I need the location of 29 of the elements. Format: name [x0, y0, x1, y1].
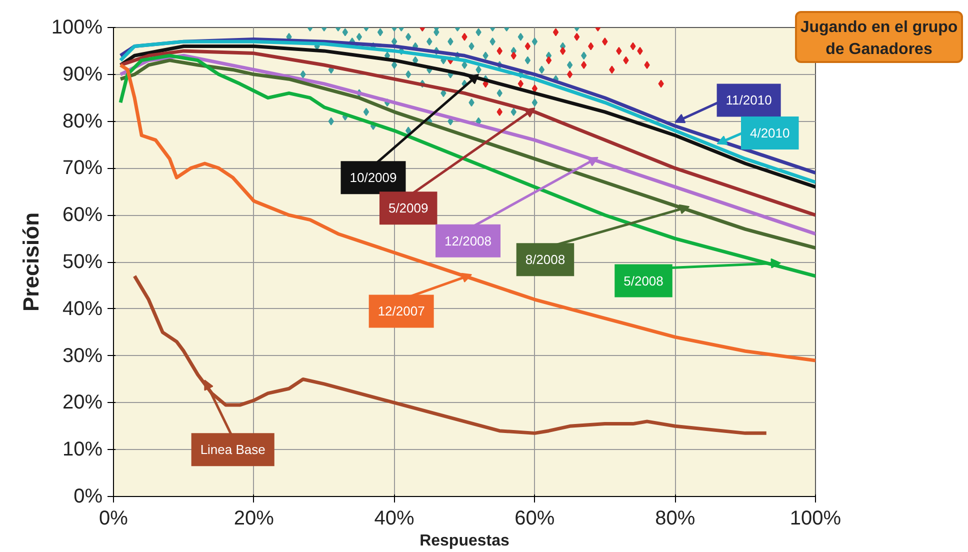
x-tick-label: 20%	[234, 508, 274, 530]
y-tick-label: 70%	[62, 157, 103, 180]
text: 10/2009	[350, 170, 397, 186]
text: Linea Base	[200, 442, 266, 458]
y-tick-label: 20%	[62, 392, 103, 414]
x-axis-title: Respuestas	[420, 532, 510, 550]
text: 5/2009	[388, 200, 428, 216]
text: 12/2008	[444, 233, 492, 248]
y-tick-label: 50%	[62, 251, 103, 273]
y-tick-label: 10%	[62, 438, 103, 461]
x-tick-label: 60%	[514, 508, 555, 530]
y-tick-label: 0%	[74, 486, 103, 508]
annotation: Jugando en el grupo de Ganadores	[800, 18, 958, 60]
y-tick-label: 40%	[62, 298, 103, 320]
legend-label: 4/2010	[750, 126, 790, 141]
x-tick-label: 40%	[374, 508, 415, 530]
y-axis-title: Precisión	[18, 212, 44, 312]
y-tick-label: 60%	[62, 204, 103, 226]
y-tick-label: 80%	[62, 110, 103, 132]
text: 8/2008	[525, 252, 566, 268]
x-tick-label: 100%	[790, 508, 842, 530]
text: 5/2008	[624, 273, 664, 288]
text: 11/2010	[726, 92, 772, 108]
x-tick-label: 80%	[655, 508, 696, 530]
text: 12/2007	[378, 304, 425, 319]
y-tick-label: 100%	[51, 16, 103, 38]
y-tick-label: 90%	[62, 63, 103, 86]
y-tick-label: 30%	[62, 344, 103, 367]
x-tick-label: 0%	[99, 508, 128, 530]
